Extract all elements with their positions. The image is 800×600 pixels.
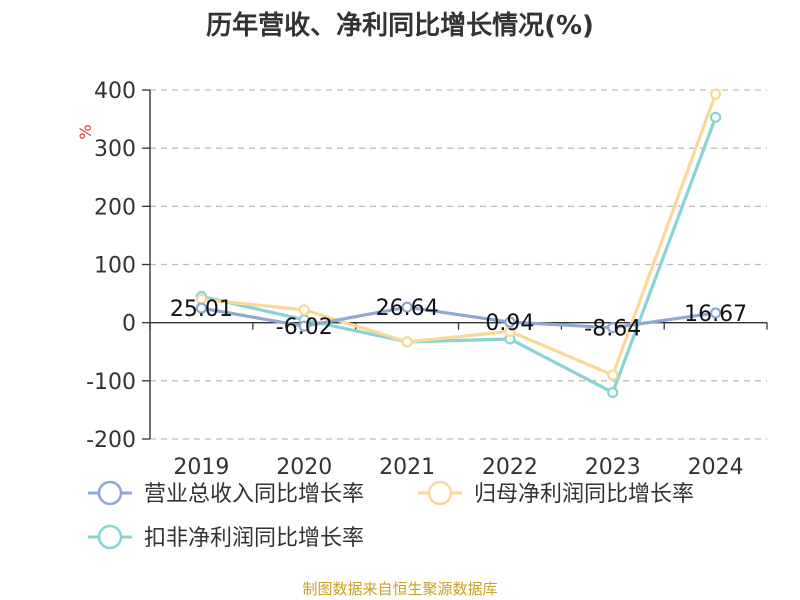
data-label: 25.01: [170, 297, 233, 322]
series-line: [201, 93, 718, 377]
data-point: [607, 322, 619, 334]
y-tick-label: 400: [94, 79, 136, 104]
legend-item[interactable]: 营业总收入同比增长率: [88, 480, 364, 507]
legend-marker-icon: [97, 480, 123, 506]
y-tick-label: -200: [86, 428, 136, 453]
data-point: [607, 369, 619, 381]
series-line: [201, 305, 716, 330]
x-tick-label: 2023: [585, 455, 641, 480]
x-tick-label: 2019: [173, 455, 229, 480]
legend-item[interactable]: 归母净利润同比增长率: [418, 480, 694, 507]
y-axis-unit: %: [76, 124, 95, 139]
data-point: [401, 301, 413, 313]
x-tick-label: 2021: [379, 455, 435, 480]
legend-marker-icon: [97, 524, 123, 550]
x-tick-label: 2020: [276, 455, 332, 480]
y-tick-label: 100: [94, 254, 136, 279]
data-point: [709, 111, 722, 123]
legend-label: 扣非净利润同比增长率: [144, 526, 364, 551]
y-tick-label: 0: [122, 312, 136, 337]
data-point: [607, 386, 619, 399]
data-label: -6.02: [276, 315, 333, 340]
data-point: [298, 304, 310, 316]
data-point: [709, 88, 722, 100]
grid-lines: [150, 89, 767, 440]
x-tick-label: 2024: [688, 455, 744, 480]
legend-marker-icon: [427, 480, 453, 506]
chart-title: 历年营收、净利同比增长情况(%): [206, 10, 594, 41]
series-lines: [195, 88, 722, 399]
data-point: [709, 307, 722, 319]
data-labels: 25.01 -6.02 26.64 0.94 -8.64 16.67: [170, 296, 747, 342]
data-label: 0.94: [485, 311, 534, 336]
data-label: 16.67: [684, 302, 747, 327]
data-label: 26.64: [376, 296, 439, 321]
source-note: 制图数据来自恒生聚源数据库: [302, 580, 497, 598]
data-point: [195, 302, 208, 314]
data-point: [401, 336, 413, 348]
series-line: [201, 116, 718, 395]
legend-item[interactable]: 扣非净利润同比增长率: [88, 524, 364, 551]
axes: 400 300 200 100 0 -100 -200 2019 2020 2021 2022 202…: [86, 79, 768, 480]
data-point: [504, 316, 516, 328]
legend-label: 归母净利润同比增长率: [474, 482, 694, 507]
y-tick-label: -100: [86, 370, 136, 395]
data-point: [298, 320, 310, 332]
legend-label: 营业总收入同比增长率: [144, 482, 364, 507]
y-tick-label: 200: [94, 195, 136, 220]
x-tick-label: 2022: [482, 455, 538, 480]
y-tick-label: 300: [94, 137, 136, 162]
data-label: -8.64: [584, 317, 641, 342]
